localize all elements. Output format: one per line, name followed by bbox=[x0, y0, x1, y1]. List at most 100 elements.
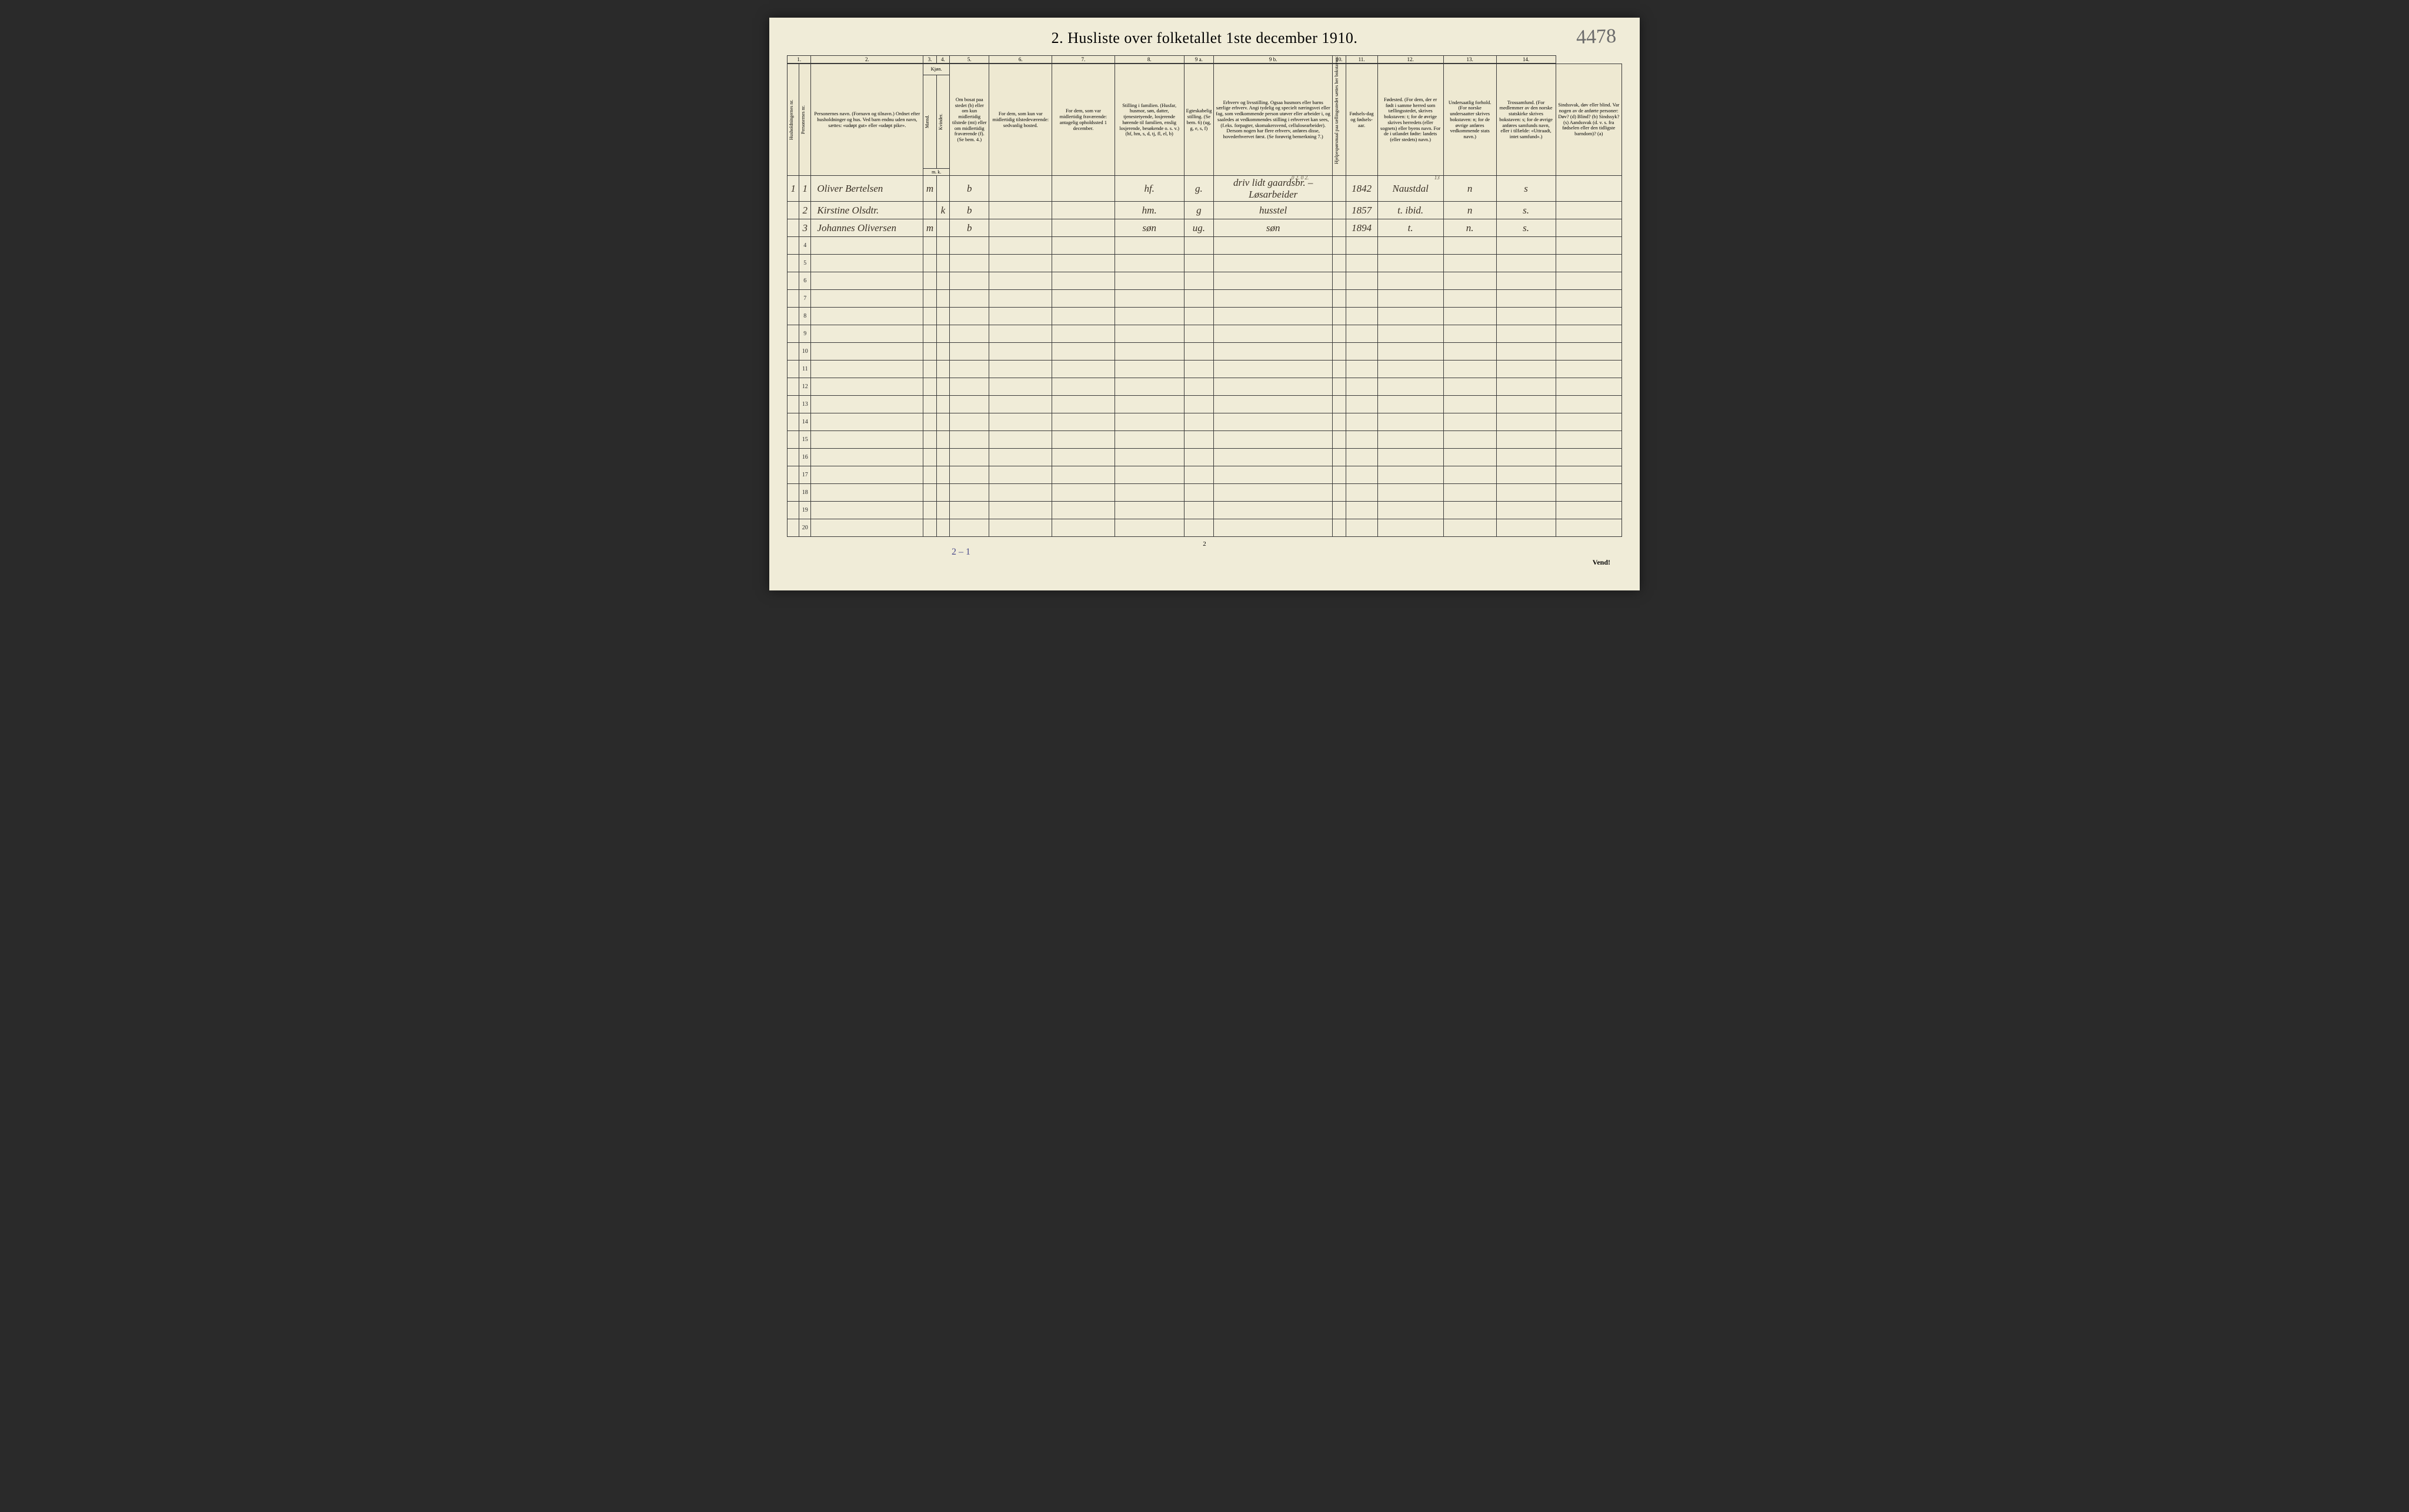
cell-nat: n bbox=[1443, 176, 1496, 202]
header-main-row: Husholdningernes nr. Personernes nr. Per… bbox=[788, 64, 1622, 75]
cell-mar: ug. bbox=[1184, 219, 1214, 237]
row-num: 17 bbox=[799, 466, 811, 484]
colnum-6: 6. bbox=[989, 56, 1052, 64]
colnum-12: 12. bbox=[1377, 56, 1443, 64]
annotation-bottom-left: 2 – 1 bbox=[952, 547, 970, 558]
cell-fam: søn bbox=[1115, 219, 1184, 237]
cell-hb bbox=[1333, 219, 1346, 237]
row-num: 13 bbox=[799, 396, 811, 413]
hdr-household-nr: Husholdningernes nr. bbox=[788, 64, 799, 175]
cell-name: Oliver Bertelsen bbox=[811, 176, 923, 202]
cell-occ: søn bbox=[1214, 219, 1333, 237]
table-row: 20 bbox=[788, 519, 1622, 537]
colnum-14: 14. bbox=[1496, 56, 1556, 64]
hdr-nationality: Undersaatlig forhold. (For norske unders… bbox=[1443, 64, 1496, 175]
hdr-religion: Trossamfund. (For medlemmer av den norsk… bbox=[1496, 64, 1556, 175]
cell-year: 1842 bbox=[1346, 176, 1377, 202]
table-header: 1. 2. 3. 4. 5. 6. 7. 8. 9 a. 9 b. 10. 11… bbox=[788, 56, 1622, 176]
cell-m bbox=[923, 202, 936, 219]
cell-temp bbox=[989, 176, 1052, 202]
hdr-family-position: Stilling i familien. (Husfar, husmor, sø… bbox=[1115, 64, 1184, 175]
cell-occ: husstel bbox=[1214, 202, 1333, 219]
row-num: 11 bbox=[799, 361, 811, 378]
table-row: 1 1 Oliver Bertelsen m b hf. g. 0 2. 0 2… bbox=[788, 176, 1622, 202]
hdr-birth-place: Fødested. (For dem, der er født i samme … bbox=[1377, 64, 1443, 175]
cell-mar: g. bbox=[1184, 176, 1214, 202]
row-num: 6 bbox=[799, 272, 811, 290]
row-num: 14 bbox=[799, 413, 811, 431]
cell-abs bbox=[1052, 202, 1115, 219]
colnum-3: 3. bbox=[923, 56, 936, 64]
hdr-female: Kvinder. bbox=[936, 75, 949, 169]
hdr-temp-absent: For dem, som var midlertidig fraværende:… bbox=[1052, 64, 1115, 175]
cell-name: Kirstine Olsdtr. bbox=[811, 202, 923, 219]
table-row: 2 Kirstine Olsdtr. k b hm. g husstel 185… bbox=[788, 202, 1622, 219]
hdr-mk: m. k. bbox=[923, 169, 950, 176]
table-row: 13 bbox=[788, 396, 1622, 413]
cell-dis bbox=[1556, 202, 1621, 219]
cell-dis bbox=[1556, 176, 1621, 202]
table-row: 14 bbox=[788, 413, 1622, 431]
table-body: 1 1 Oliver Bertelsen m b hf. g. 0 2. 0 2… bbox=[788, 176, 1622, 537]
table-row: 5 bbox=[788, 255, 1622, 272]
hdr-birth-year: Fødsels-dag og fødsels-aar. bbox=[1346, 64, 1377, 175]
hdr-person-nr: Personernes nr. bbox=[799, 64, 811, 175]
colnum-9b: 9 b. bbox=[1214, 56, 1333, 64]
cell-k bbox=[936, 176, 949, 202]
row-num: 8 bbox=[799, 308, 811, 325]
table-row: 11 bbox=[788, 361, 1622, 378]
colnum-11: 11. bbox=[1346, 56, 1377, 64]
row-num: 20 bbox=[799, 519, 811, 537]
table-row: 9 bbox=[788, 325, 1622, 343]
cell-abs bbox=[1052, 176, 1115, 202]
row-num: 15 bbox=[799, 431, 811, 449]
cell-pn: 1 bbox=[799, 176, 811, 202]
table-row: 4 bbox=[788, 237, 1622, 255]
title-row: 2. Husliste over folketallet 1ste decemb… bbox=[787, 29, 1622, 47]
row-num: 18 bbox=[799, 484, 811, 502]
row-num: 7 bbox=[799, 290, 811, 308]
cell-place: t. ibid. bbox=[1377, 202, 1443, 219]
bp-note: 13 bbox=[1434, 175, 1440, 181]
table-row: 18 bbox=[788, 484, 1622, 502]
row-num: 10 bbox=[799, 343, 811, 361]
cell-rel: s bbox=[1496, 176, 1556, 202]
table-row: 12 bbox=[788, 378, 1622, 396]
cell-hh bbox=[788, 219, 799, 237]
row-num: 9 bbox=[799, 325, 811, 343]
cell-year: 1894 bbox=[1346, 219, 1377, 237]
cell-year: 1857 bbox=[1346, 202, 1377, 219]
table-row: 8 bbox=[788, 308, 1622, 325]
cell-temp bbox=[989, 202, 1052, 219]
hdr-temp-present: For dem, som kun var midlertidig tilsted… bbox=[989, 64, 1052, 175]
colnum-5: 5. bbox=[950, 56, 989, 64]
cell-hb bbox=[1333, 202, 1346, 219]
cell-bosat: b bbox=[950, 176, 989, 202]
cell-hb bbox=[1333, 176, 1346, 202]
row-num: 12 bbox=[799, 378, 811, 396]
row-num: 16 bbox=[799, 449, 811, 466]
cell-nat: n. bbox=[1443, 219, 1496, 237]
census-table: 1. 2. 3. 4. 5. 6. 7. 8. 9 a. 9 b. 10. 11… bbox=[787, 55, 1622, 537]
cell-dis bbox=[1556, 219, 1621, 237]
cell-m: m bbox=[923, 176, 936, 202]
bp-text: Naustdal bbox=[1392, 183, 1428, 194]
cell-mar: g bbox=[1184, 202, 1214, 219]
colnum-2: 2. bbox=[811, 56, 923, 64]
row-num: 5 bbox=[799, 255, 811, 272]
colnum-13: 13. bbox=[1443, 56, 1496, 64]
cell-name: Johannes Oliversen bbox=[811, 219, 923, 237]
page-title: 2. Husliste over folketallet 1ste decemb… bbox=[1052, 29, 1358, 47]
colnum-8: 8. bbox=[1115, 56, 1184, 64]
cell-pn: 2 bbox=[799, 202, 811, 219]
cell-fam: hm. bbox=[1115, 202, 1184, 219]
row-num: 19 bbox=[799, 502, 811, 519]
cell-m: m bbox=[923, 219, 936, 237]
page-number: 2 bbox=[787, 540, 1622, 548]
cell-place: 13 Naustdal bbox=[1377, 176, 1443, 202]
table-row: 6 bbox=[788, 272, 1622, 290]
cell-k bbox=[936, 219, 949, 237]
cell-occ: 0 2. 0 2. driv lidt gaardsbr. – Løsarbei… bbox=[1214, 176, 1333, 202]
hdr-residence: Om bosat paa stedet (b) eller om kun mid… bbox=[950, 64, 989, 175]
cell-rel: s. bbox=[1496, 202, 1556, 219]
